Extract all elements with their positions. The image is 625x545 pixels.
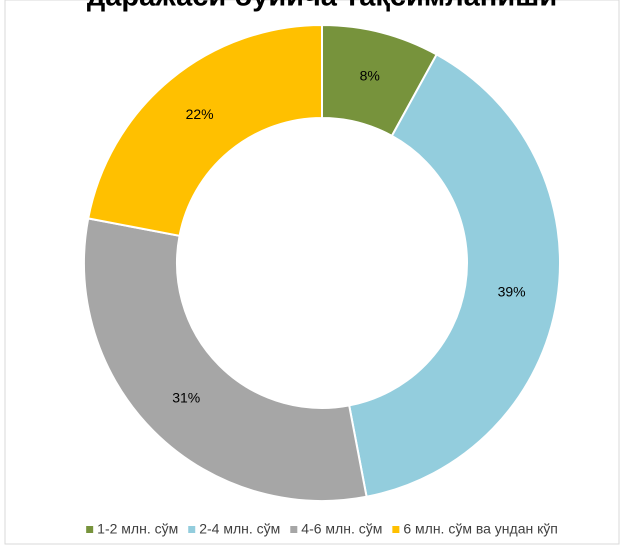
data-label: 39% [498, 284, 526, 300]
data-label: 22% [186, 106, 214, 122]
legend-label: 4-6 млн. сўм [301, 521, 382, 537]
legend-label: 6 млн. сўм ва ундан кўп [403, 521, 557, 537]
legend-label: 2-4 млн. сўм [199, 521, 280, 537]
data-label: 31% [172, 389, 200, 405]
data-label: 8% [360, 68, 380, 84]
chart-title: даражаси бўйича тақсимланиши [87, 0, 557, 13]
legend-label: 1-2 млн. сўм [97, 521, 178, 537]
legend-swatch [188, 526, 196, 533]
donut-segment [83, 217, 368, 502]
legend-swatch [290, 526, 298, 533]
donut-segment [87, 23, 323, 237]
donut-segment [348, 53, 561, 498]
legend-swatch [86, 526, 94, 533]
legend-swatch [392, 526, 400, 533]
